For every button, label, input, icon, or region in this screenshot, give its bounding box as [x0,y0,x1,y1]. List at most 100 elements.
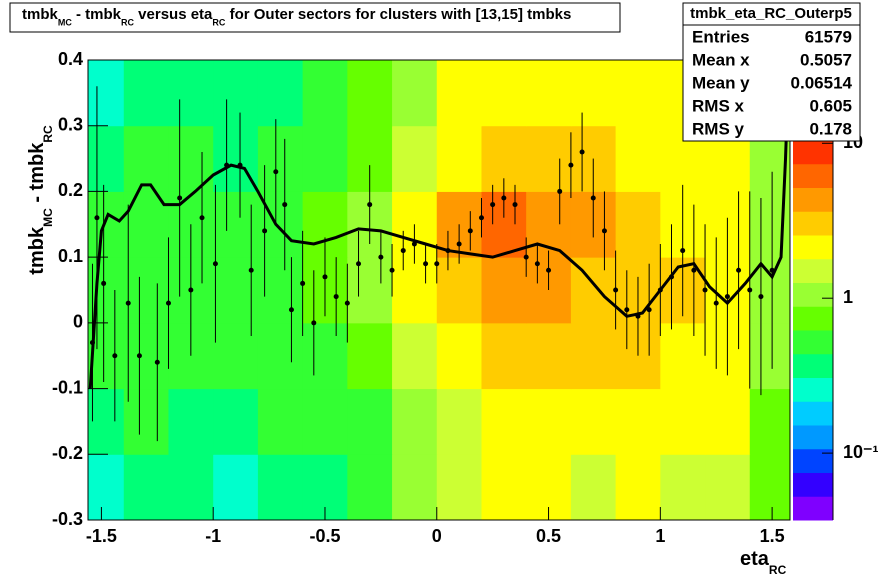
label: tmbkMC - tmbkRC versus etaRC for Outer s… [22,6,571,28]
heat-cell [436,388,482,455]
overlay: -1.5 -1 -0.5 0 0.5 1 1.5 -0.3 -0.2 -0.1 0 0.1 0.2 0.3… [9,2,878,577]
profile-point [724,294,730,300]
heat-cell [526,388,572,455]
y-tick-label: 0.3 [58,114,83,134]
heat-cell [88,257,125,324]
heat-cell [88,125,125,192]
heat-cell [347,454,393,520]
profile-point [680,248,686,254]
x-tick-label: 1.5 [760,526,785,546]
heat-cell [392,388,438,455]
x-tick-label: 1 [655,526,665,546]
fit-curve [88,92,790,389]
heat-cell [526,125,572,192]
heat-cell [570,388,617,455]
profile-point [557,188,563,194]
heat-cell [88,388,125,455]
profile-point [125,300,131,306]
profile-point [344,300,350,306]
profile-point [154,359,160,365]
subscript: MC [41,208,55,227]
palette-block [793,472,833,497]
profile-point [212,261,218,267]
heat-cell [615,60,661,127]
heat-cell [481,322,527,390]
palette-block [793,282,833,307]
heat-cell [347,322,393,390]
heat-cell [257,257,304,324]
heat-cell [347,388,393,455]
heat-cell [481,454,527,520]
profile-point [367,202,373,208]
heat-cell [615,125,661,192]
x-tick-label: -1.5 [86,526,117,546]
stats-label: Entries [692,27,750,46]
heat-cell [436,322,482,390]
palette-block [793,163,833,188]
y-tick-label: 0.2 [58,180,83,200]
stats-label: Mean x [692,50,750,69]
heat-cell [615,388,661,455]
profile-point [713,300,719,306]
profile-point [311,320,317,326]
heat-cell [257,454,304,520]
stats-label: Mean y [692,73,750,92]
profile-point [136,353,142,359]
profile-point [300,280,306,286]
profile-point [389,267,395,273]
profile-point [273,169,279,175]
heat-cell [257,388,304,455]
heat-cell [436,454,482,520]
heat-cell [570,60,617,127]
profile-point [601,228,607,234]
x-tick-label: -0.5 [309,526,340,546]
profile-point [501,195,507,201]
profile-point [512,202,518,208]
heat-cell [705,388,751,455]
profile-point [423,261,429,267]
profile-point [758,294,764,300]
heat-cell [436,257,482,324]
palette-block [793,140,833,165]
text-part: - tmbk [72,6,122,23]
text-part: - tmbk [26,142,48,208]
profile-point [188,287,194,293]
subscript: RC [769,563,787,577]
stats-box [682,2,861,142]
x-tick-label: 0 [432,526,442,546]
profile-point [534,261,540,267]
stats-value: 0.5057 [800,50,852,69]
subscript: RC [121,18,134,28]
y-tick-label: -0.1 [52,377,83,397]
profile-point [691,267,697,273]
heat-cell [123,454,169,520]
y-tick-label: -0.2 [52,443,83,463]
z-tick-label: 10⁻¹ [843,442,878,462]
profile-point [199,215,205,221]
profile-point [177,195,183,201]
text-part: tmbk [26,226,48,275]
heat-cell [392,454,438,520]
heat-cell [526,60,572,127]
profile-point [165,300,171,306]
heat-cell [168,60,214,127]
heat-cell [615,191,661,258]
label: etaRC [740,548,787,577]
heat-cell [705,454,751,520]
profile-point [546,267,552,273]
heat-cell [213,388,259,455]
y-tick-label: 0 [73,312,83,332]
subscript: RC [41,125,55,143]
stats-label: RMS x [692,96,745,115]
heat-cell [302,125,348,192]
profile-point [101,280,107,286]
text-part: tmbk [22,6,58,23]
heat-cell [392,60,438,127]
palette-block [793,353,833,378]
heat-cell [392,125,438,192]
stats-title: tmbk_eta_RC_Outerp5 [690,5,852,22]
palette-block [793,425,833,450]
profile-point [262,228,268,234]
heat-cell [123,388,169,455]
